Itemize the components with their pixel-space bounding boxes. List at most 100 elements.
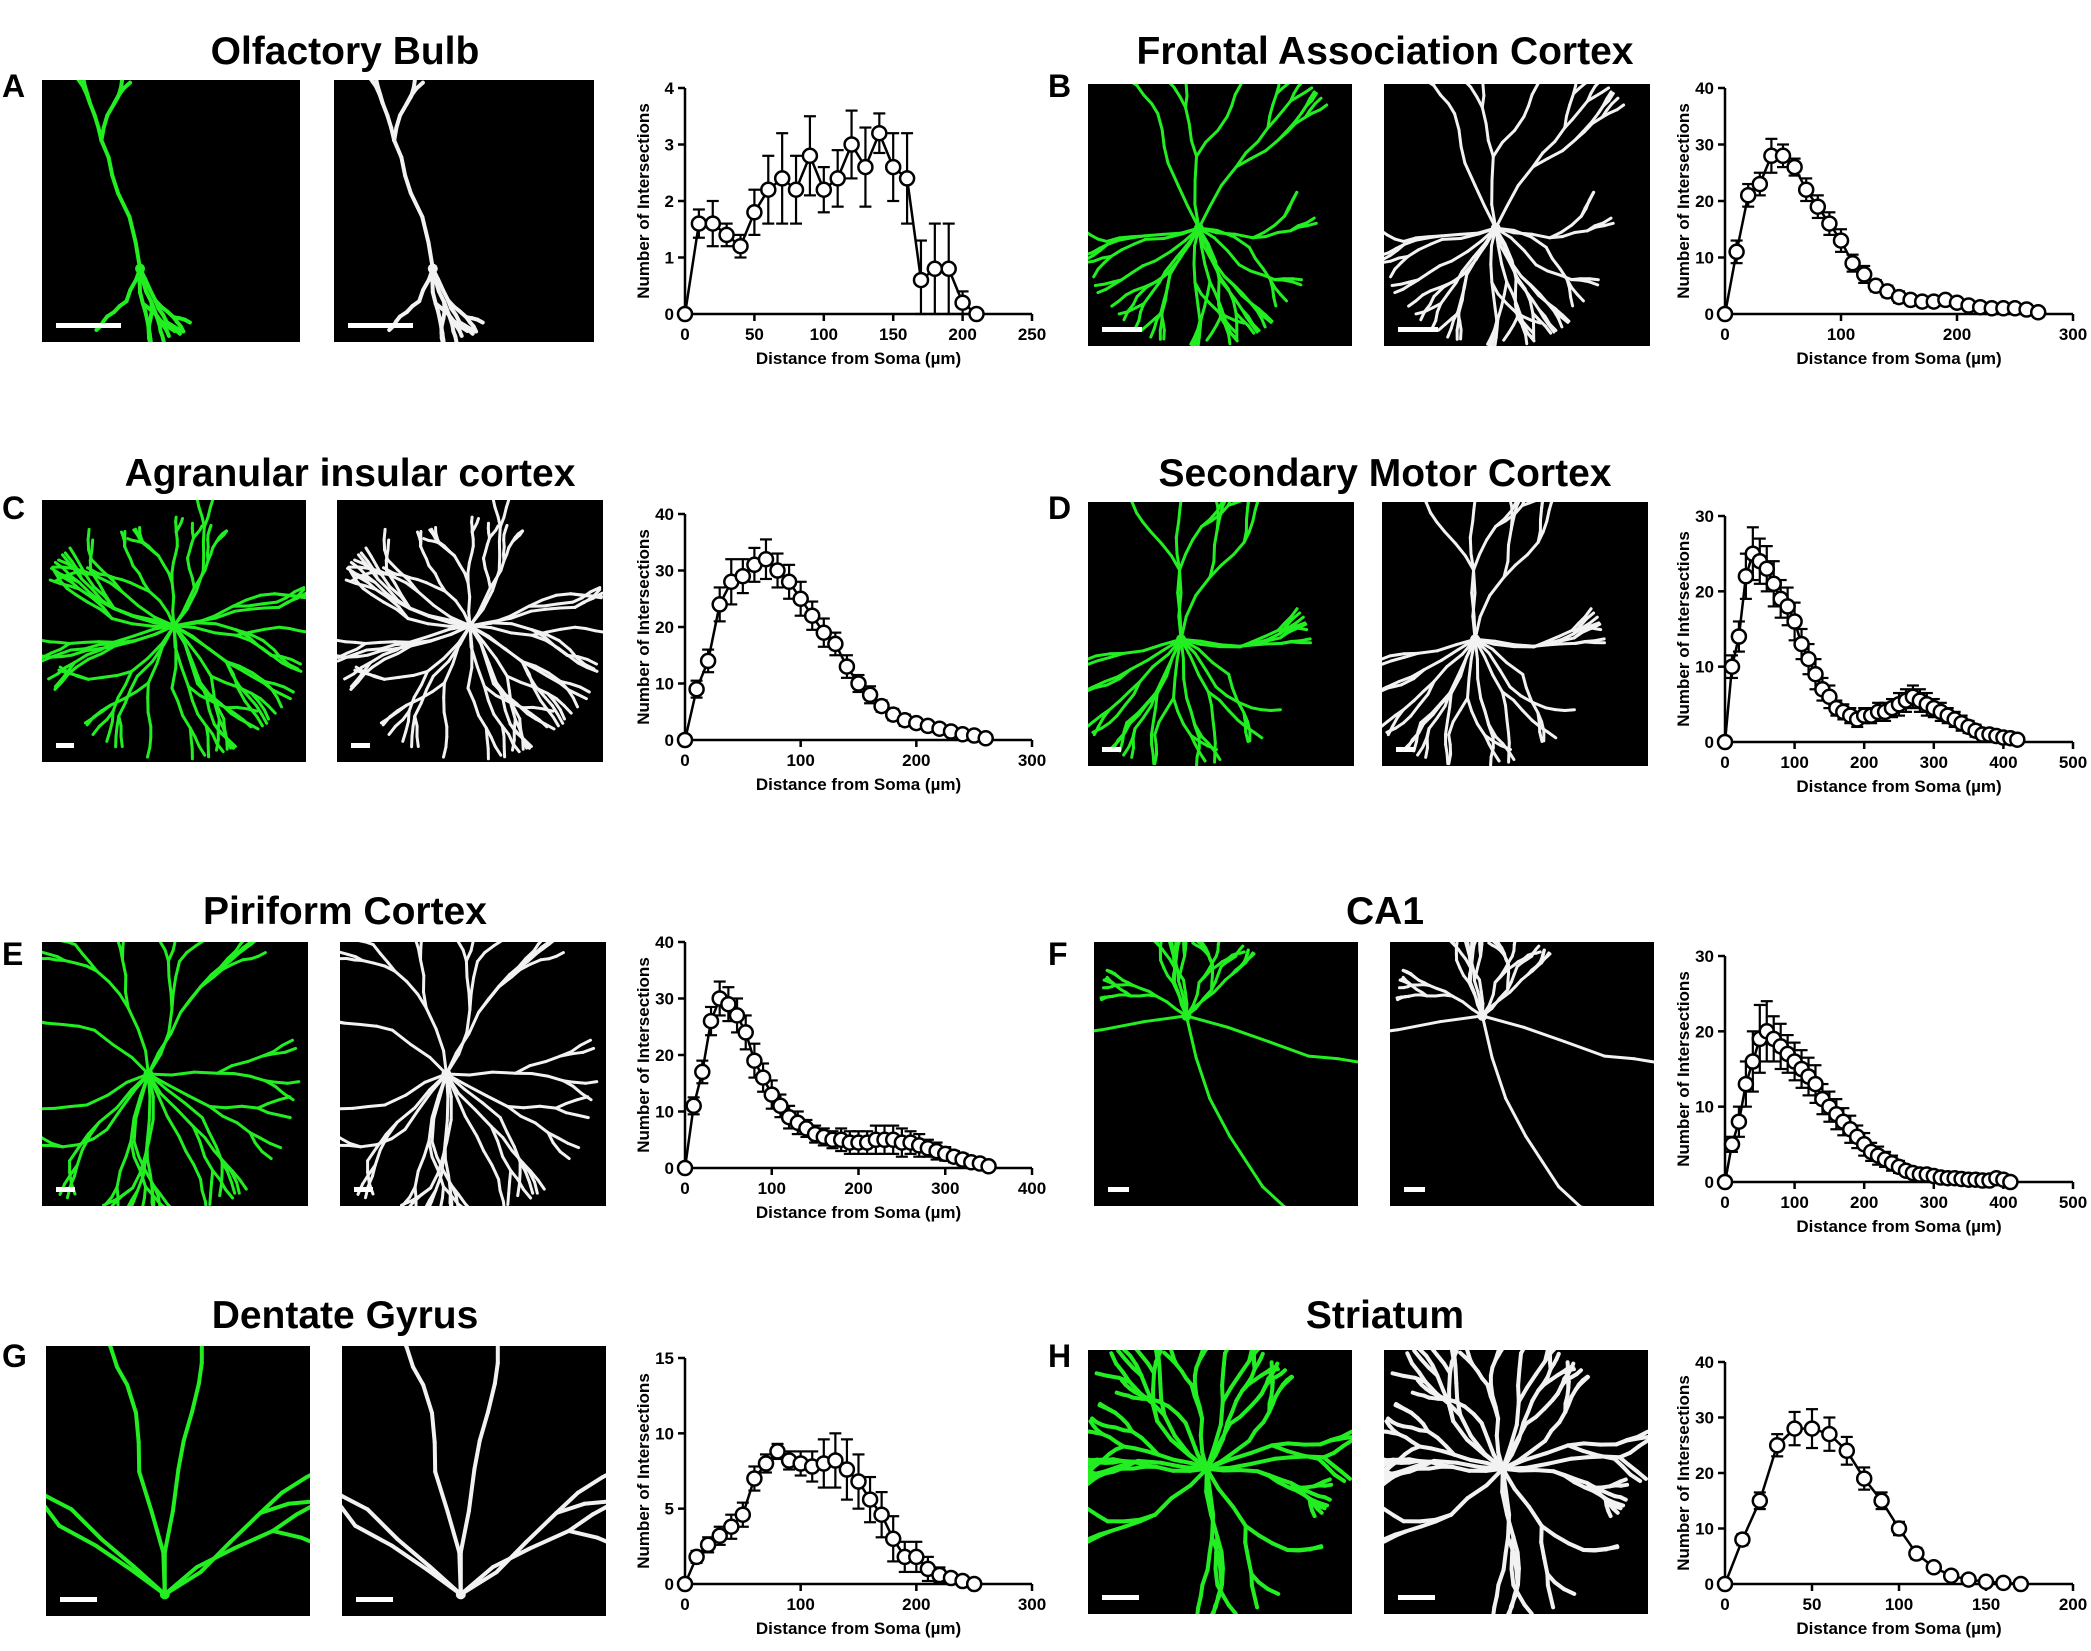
- data-point: [1725, 660, 1739, 674]
- x-tick-label: 100: [786, 1595, 814, 1614]
- neuron-image-green-a: [42, 80, 300, 342]
- y-axis-label: Number of Intersections: [1674, 971, 1693, 1167]
- panel-title-e: Piriform Cortex: [100, 890, 590, 934]
- data-point: [1730, 245, 1744, 259]
- data-point: [747, 1054, 761, 1068]
- scale-bar: [1102, 327, 1142, 332]
- data-point: [840, 660, 854, 674]
- neuron-drawing-white-e: [340, 942, 606, 1206]
- data-point: [1822, 217, 1836, 231]
- dendrite-tree: [42, 500, 306, 759]
- scale-bar: [1108, 1187, 1129, 1192]
- y-tick-label: 30: [1695, 1409, 1714, 1428]
- x-tick-label: 150: [1972, 1595, 2000, 1614]
- data-point: [1735, 1533, 1749, 1547]
- x-tick-label: 200: [1943, 325, 1971, 344]
- data-point: [2003, 1175, 2017, 1189]
- data-point: [875, 1508, 889, 1522]
- neuron-image-white-f: [1390, 942, 1654, 1206]
- data-point: [1892, 1522, 1906, 1536]
- panel-title-g: Dentate Gyrus: [100, 1294, 590, 1338]
- neuron-image-white-d: [1382, 502, 1648, 766]
- y-tick-label: 40: [1695, 79, 1714, 98]
- panel-title-f: CA1: [1085, 890, 1685, 934]
- axis-lines: [1725, 1362, 2073, 1584]
- data-point: [713, 597, 727, 611]
- data-point: [1809, 667, 1823, 681]
- y-tick-label: 10: [1695, 1098, 1714, 1117]
- data-point: [817, 183, 831, 197]
- scale-bar: [348, 323, 413, 328]
- data-point: [970, 307, 984, 321]
- axis-lines: [1725, 88, 2073, 314]
- data-point: [724, 1520, 738, 1534]
- x-tick-label: 200: [2059, 1595, 2087, 1614]
- x-axis-label: Distance from Soma (µm): [756, 1203, 961, 1222]
- y-axis-label: Number of Intersections: [634, 1373, 653, 1569]
- data-point: [956, 296, 970, 310]
- panel-title-a: Olfactory Bulb: [100, 30, 590, 74]
- y-tick-label: 20: [655, 618, 674, 637]
- panel-letter-h: H: [1048, 1338, 1071, 1375]
- data-point: [872, 126, 886, 140]
- y-tick-label: 40: [655, 505, 674, 524]
- y-tick-label: 20: [1695, 582, 1714, 601]
- y-tick-label: 10: [655, 1424, 674, 1443]
- x-tick-label: 50: [1803, 1595, 1822, 1614]
- data-point: [706, 217, 720, 231]
- data-point: [1788, 160, 1802, 174]
- data-point: [1718, 307, 1732, 321]
- dendrite-tree: [1088, 502, 1311, 766]
- data-point: [1857, 267, 1871, 281]
- data-point: [1811, 200, 1825, 214]
- data-point: [678, 1161, 692, 1175]
- y-tick-label: 0: [665, 1575, 674, 1594]
- neuron-image-white-c: [337, 500, 603, 762]
- y-tick-label: 0: [1705, 733, 1714, 752]
- dendrite-tree: [371, 80, 483, 342]
- neuron-drawing-green-h: [1088, 1350, 1352, 1614]
- data-point: [2014, 1577, 2028, 1591]
- panel-letter-b: B: [1048, 68, 1071, 105]
- data-point: [863, 688, 877, 702]
- scale-bar: [56, 743, 74, 748]
- data-point: [704, 1014, 718, 1028]
- scale-bar: [354, 1187, 373, 1192]
- y-tick-label: 30: [1695, 136, 1714, 155]
- neuron-image-green-c: [42, 500, 306, 762]
- data-point: [1725, 1137, 1739, 1151]
- data-point: [747, 205, 761, 219]
- data-point: [2031, 305, 2045, 319]
- dendrite-tree: [1088, 1350, 1352, 1614]
- panel-title-h: Striatum: [1085, 1294, 1685, 1338]
- panel-letter-e: E: [2, 936, 23, 973]
- data-point: [2010, 733, 2024, 747]
- data-point: [1805, 1422, 1819, 1436]
- scale-bar: [351, 743, 370, 748]
- data-point: [1760, 562, 1774, 576]
- data-point: [1788, 1422, 1802, 1436]
- data-point: [1840, 1444, 1854, 1458]
- y-axis-label: Number of Intersections: [634, 529, 653, 725]
- data-point: [900, 171, 914, 185]
- dendrite-tree: [46, 1346, 310, 1599]
- dendrite-tree: [1384, 1350, 1648, 1614]
- neuron-image-white-a: [334, 80, 594, 342]
- x-axis-label: Distance from Soma (µm): [756, 349, 961, 368]
- y-tick-label: 10: [655, 675, 674, 694]
- data-point: [1846, 256, 1860, 270]
- neuron-drawing-green-e: [42, 942, 308, 1206]
- data-point: [759, 552, 773, 566]
- x-tick-label: 400: [1989, 753, 2017, 772]
- x-tick-label: 100: [810, 325, 838, 344]
- neuron-image-green-h: [1088, 1350, 1352, 1614]
- y-tick-label: 0: [665, 1159, 674, 1178]
- y-tick-label: 20: [1695, 192, 1714, 211]
- y-tick-label: 5: [665, 1500, 674, 1519]
- neuron-drawing-green-a: [42, 80, 300, 342]
- data-point: [1746, 1055, 1760, 1069]
- data-point: [734, 239, 748, 253]
